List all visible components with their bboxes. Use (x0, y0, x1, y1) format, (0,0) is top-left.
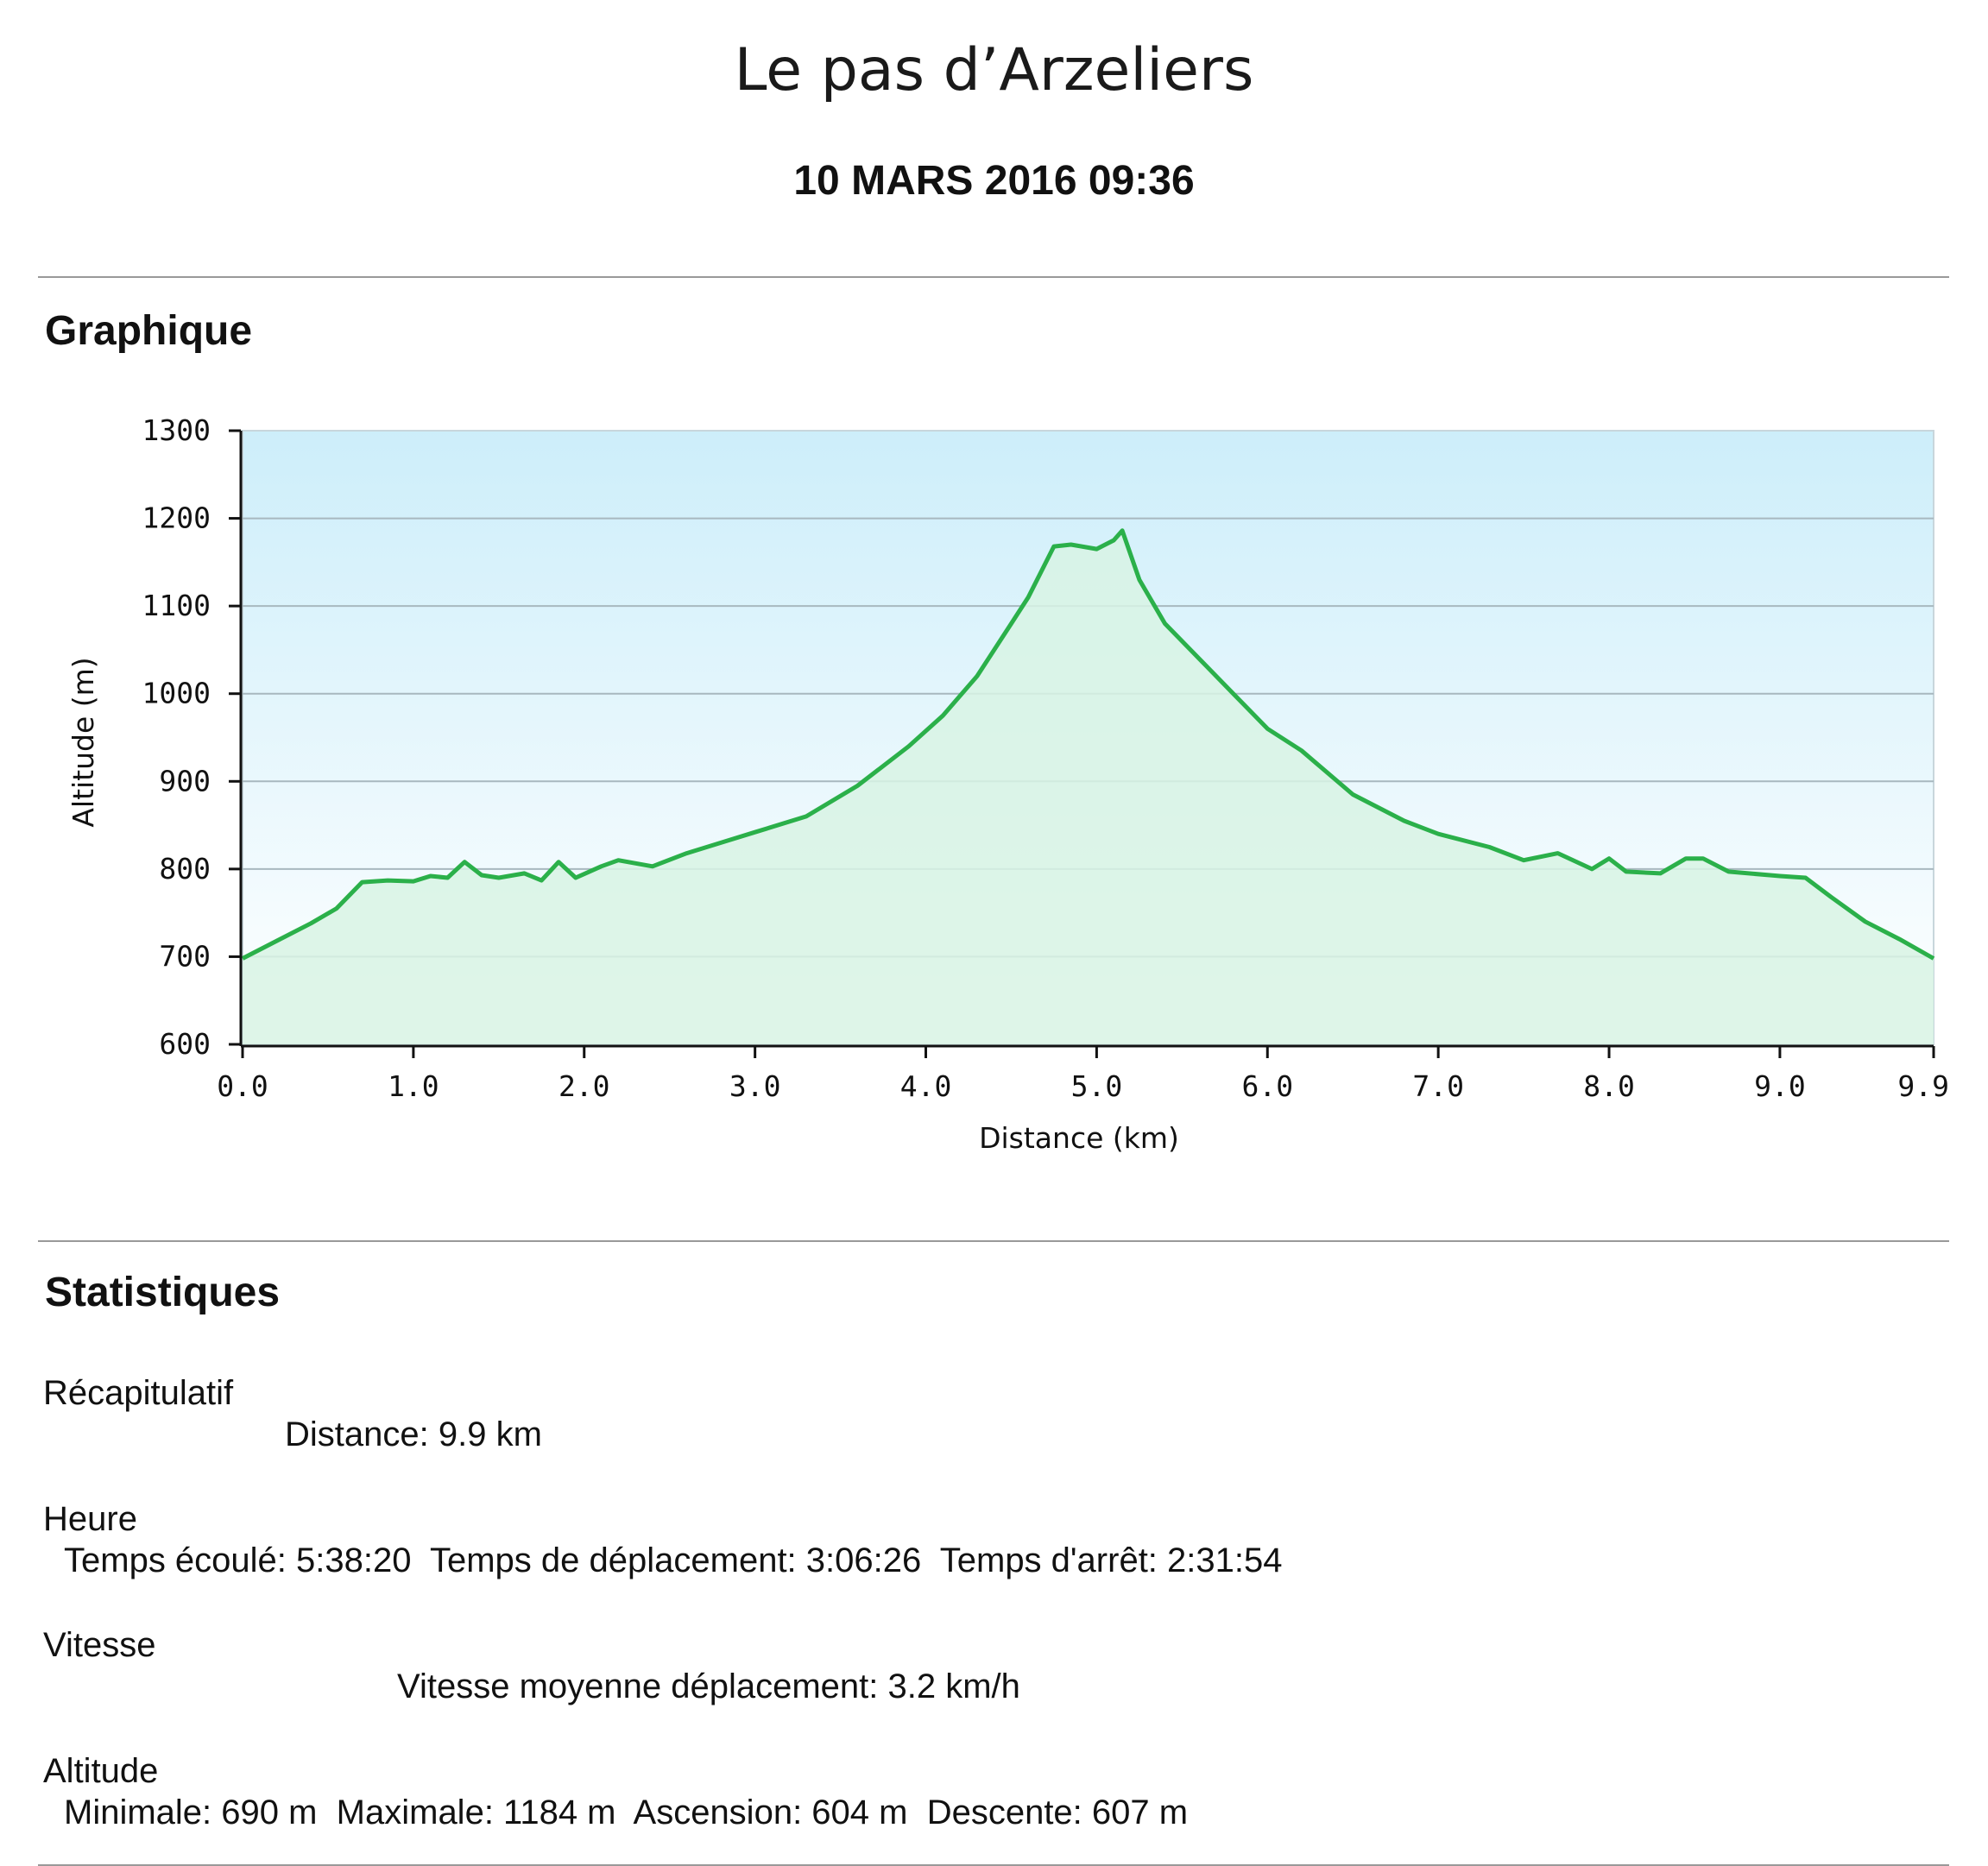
x-tick-label-1: 1.0 (388, 1069, 439, 1103)
y-tick-label-600: 600 (159, 1027, 211, 1061)
altitude-line: Minimale: 690 m Maximale: 1184 m Ascensi… (64, 1794, 1189, 1831)
graph-heading: Graphique (45, 308, 253, 354)
x-tick-label-4: 4.0 (900, 1069, 952, 1103)
x-tick-label-6: 6.0 (1241, 1069, 1293, 1103)
x-tick-label-9.9: 9.9 (1897, 1069, 1949, 1103)
y-axis-label: Altitude (m) (66, 657, 100, 827)
recap-heading: Récapitulatif (43, 1374, 234, 1412)
vitesse-line: Vitesse moyenne déplacement: 3.2 km/h (397, 1667, 1020, 1705)
elevation-line (241, 528, 1935, 961)
altitude-heading: Altitude (43, 1752, 159, 1790)
vitesse-heading: Vitesse (43, 1626, 156, 1664)
stats-heading: Statistiques (45, 1270, 281, 1315)
y-tick-label-1000: 1000 (142, 677, 211, 710)
y-tick-label-800: 800 (159, 852, 211, 886)
x-tick-label-9: 9.0 (1754, 1069, 1806, 1103)
x-tick-label-5: 5.0 (1071, 1069, 1123, 1103)
heure-line: Temps écoulé: 5:38:20 Temps de déplaceme… (64, 1541, 1283, 1579)
x-ticks: 0.0 1.0 2.0 3.0 4.0 5.0 6.0 7.0 8.0 9.0 9.9 (217, 1046, 1949, 1103)
divider-top (38, 276, 1949, 278)
y-tick-label-1200: 1200 (142, 501, 211, 535)
x-axis-label: Distance (km) (979, 1121, 1179, 1155)
y-tick-label-1300: 1300 (142, 413, 211, 447)
x-tick-label-2: 2.0 (559, 1069, 610, 1103)
y-ticks: 600 700 800 900 1000 1100 1200 1300 (142, 413, 241, 1061)
y-tick-label-1100: 1100 (142, 589, 211, 622)
x-tick-label-8: 8.0 (1583, 1069, 1635, 1103)
elevation-chart: 600 700 800 900 1000 1100 1200 1300 0.0 1.0 2.0 3.… (66, 413, 1949, 1155)
heure-heading: Heure (43, 1500, 137, 1538)
date-line: 10 MARS 2016 09:36 (793, 158, 1195, 204)
x-tick-label-7: 7.0 (1412, 1069, 1464, 1103)
elevation-area (243, 530, 1934, 1044)
recap-line: Distance: 9.9 km (285, 1415, 542, 1453)
y-tick-label-900: 900 (159, 764, 211, 797)
x-tick-label-0: 0.0 (217, 1069, 268, 1103)
page-title: Le pas d’Arzeliers (734, 36, 1254, 104)
divider-middle (38, 1240, 1949, 1242)
x-tick-label-3: 3.0 (729, 1069, 781, 1103)
y-tick-label-700: 700 (159, 939, 211, 973)
